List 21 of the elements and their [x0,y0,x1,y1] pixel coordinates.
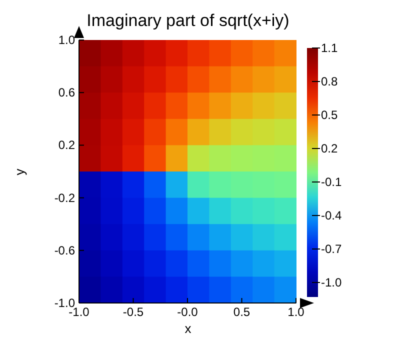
y-tick-label: -0.6 [54,243,76,258]
y-tick-label: 0.2 [58,138,76,152]
color-bar-label: 0.8 [321,74,338,88]
x-tick-label: 1.0 [288,305,305,319]
color-bar-label: 1.1 [321,41,338,55]
x-tick-label: -0.5 [122,305,144,319]
x-tick-label: -0.0 [177,305,198,319]
color-bar-label: -0.7 [321,242,342,256]
color-bar-label: -0.1 [321,174,342,189]
x-tick-label: 0.5 [233,305,250,319]
y-tick-label: 0.6 [58,86,76,100]
y-axis-title: y [12,168,27,176]
color-bar-label: -0.4 [321,208,342,222]
chart-title: Imaginary part of sqrt(x+iy) [86,11,290,30]
color-bar-label: 0.5 [321,108,338,122]
y-tick-label: -1.0 [54,296,76,310]
color-bar-label: -1.0 [321,275,342,290]
x-axis-title: x [184,321,192,336]
color-bar-label: 0.2 [321,141,338,156]
y-tick-label: 1.0 [58,33,76,47]
y-tick-label: -0.2 [54,190,76,205]
